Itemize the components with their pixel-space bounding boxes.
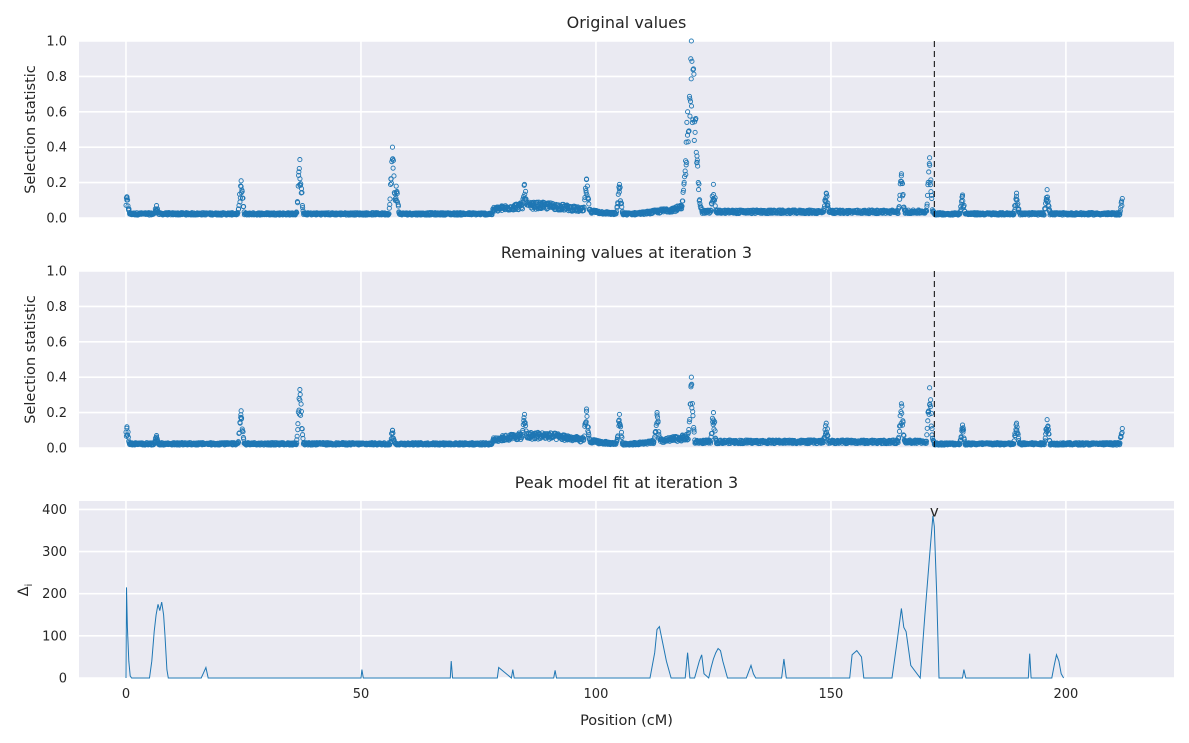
- data-point: [299, 189, 305, 196]
- data-point: [295, 200, 301, 206]
- data-point: [294, 210, 300, 216]
- y-axis-label: Selection statistic: [23, 65, 39, 194]
- data-point: [296, 166, 302, 172]
- panel-original-values: 0.0 0.2 0.4 0.6 0.8 1.0 Original values Selec…: [23, 13, 1174, 227]
- data-point: [126, 206, 132, 212]
- plot-area: [79, 41, 1174, 218]
- data-point: [237, 195, 243, 201]
- panel-title: Original values: [567, 13, 687, 32]
- data-point: [299, 203, 305, 209]
- data-point: [297, 176, 303, 182]
- y-tick-label: 0.0: [46, 212, 67, 227]
- y-tick-label: 0.4: [46, 141, 67, 156]
- data-point: [125, 197, 131, 203]
- y-tick-label: 0.6: [46, 105, 67, 120]
- data-point: [241, 204, 247, 210]
- data-point: [238, 184, 244, 190]
- plot-area: [79, 271, 1174, 448]
- data-point: [297, 182, 303, 188]
- data-point: [296, 169, 302, 175]
- data-point: [300, 205, 306, 211]
- data-point: [298, 181, 304, 187]
- data-point: [240, 195, 246, 201]
- panel-remaining-values: 0.00.20.40.60.81.0 Remaining values at i…: [23, 243, 1174, 457]
- data-point: [239, 188, 245, 194]
- y-tick-label: 0.2: [46, 176, 67, 191]
- data-point: [235, 206, 242, 212]
- y-tick-label: 1.0: [46, 35, 67, 50]
- y-tick-label: 0.8: [46, 70, 67, 85]
